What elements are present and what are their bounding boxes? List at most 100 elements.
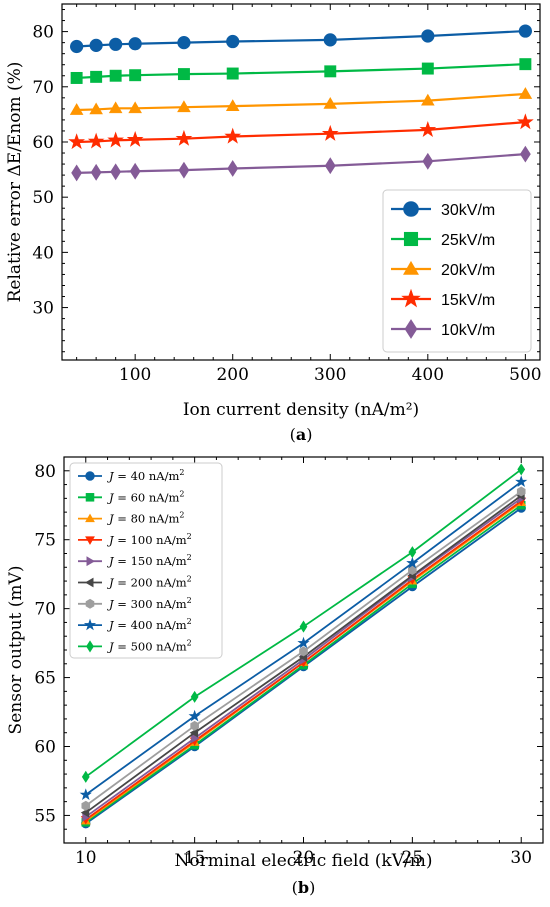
data-point: [225, 99, 240, 111]
legend-label: 30kV/m: [441, 202, 495, 219]
x-tick-label: 20: [293, 848, 315, 868]
legend-label: J = 200 nA/m2: [107, 575, 192, 590]
series-4: [68, 113, 534, 150]
data-point: [421, 29, 435, 43]
y-tick-label: 80: [32, 23, 54, 43]
series-line: [76, 121, 526, 144]
y-tick-label: 60: [32, 133, 54, 153]
data-point: [517, 463, 526, 476]
data-point: [71, 164, 83, 182]
legend-label: 20kV/m: [441, 262, 495, 279]
legend-label: J = 80 nA/m2: [107, 511, 184, 526]
data-point: [70, 71, 83, 84]
data-point: [519, 145, 531, 163]
data-point: [191, 733, 200, 744]
series-9: [81, 463, 526, 783]
legend-entry: J = 150 nA/m2: [78, 553, 192, 568]
data-point: [516, 486, 526, 497]
legend-marker: [85, 471, 95, 481]
x-tick-label: 300: [314, 365, 346, 385]
data-point: [128, 101, 142, 114]
x-tick-label: 100: [119, 365, 151, 385]
data-point: [129, 69, 142, 82]
legend-entry: J = 80 nA/m2: [78, 511, 184, 526]
data-point: [227, 160, 239, 177]
plot-frame: [61, 3, 541, 361]
legend-marker: [85, 513, 95, 523]
x-tick-label: 200: [216, 365, 248, 385]
legend-box: [382, 189, 532, 353]
data-point: [297, 636, 310, 649]
data-point: [299, 646, 308, 657]
panel-caption: (a): [290, 425, 313, 444]
legend-marker: [85, 598, 95, 609]
legend-entry: 15kV/m: [391, 288, 495, 309]
data-point: [515, 475, 528, 487]
y-tick-label: 55: [34, 806, 56, 826]
data-point: [299, 620, 308, 633]
data-point: [324, 157, 336, 175]
legend-entry: 25kV/m: [391, 231, 495, 249]
data-point: [109, 69, 122, 82]
legend-label: 15kV/m: [441, 292, 495, 309]
legend-entry: J = 200 nA/m2: [78, 575, 192, 590]
data-point: [79, 788, 92, 800]
data-point: [321, 124, 339, 141]
y-tick-label: 70: [34, 600, 56, 620]
data-point: [177, 68, 190, 81]
data-point: [109, 37, 123, 51]
y-tick-label: 40: [32, 243, 54, 263]
data-point: [90, 163, 102, 181]
data-point: [226, 67, 239, 80]
legend-label: J = 40 nA/m2: [107, 468, 184, 483]
x-tick-label: 10: [75, 848, 97, 868]
y-tick-label: 65: [34, 669, 56, 689]
legend-marker: [86, 556, 96, 567]
data-point: [87, 132, 105, 149]
x-tick-label: 500: [509, 365, 541, 385]
data-point: [81, 770, 90, 783]
legend-marker: [404, 319, 418, 339]
data-point: [107, 131, 125, 148]
data-point: [517, 113, 534, 130]
legend-marker: [84, 577, 94, 588]
series-8: [79, 475, 528, 800]
data-point: [419, 121, 437, 137]
data-point: [90, 70, 103, 83]
data-point: [108, 101, 123, 114]
data-point: [129, 162, 141, 180]
data-point: [323, 96, 338, 109]
legend-marker: [403, 201, 419, 217]
chart-b: 10 15 20 25 30 55 60 65 70 75 80 Norminal electric …: [6, 456, 544, 897]
data-point: [406, 556, 419, 569]
y-tick-label: 80: [34, 462, 56, 482]
y-tick-label: 50: [32, 188, 54, 208]
y-tick-label: 70: [32, 78, 54, 98]
data-point: [189, 727, 199, 738]
data-point: [177, 100, 191, 113]
legend-label: J = 150 nA/m2: [107, 553, 192, 568]
legend-label: J = 60 nA/m2: [107, 489, 184, 504]
legend-label: 10kV/m: [441, 322, 495, 339]
data-point: [518, 87, 533, 99]
data-point: [518, 24, 532, 38]
y-axis-label: Sensor output (mV): [6, 566, 26, 735]
x-tick-label: 25: [402, 848, 424, 868]
x-axis-label: Ion current density (nA/m²): [183, 400, 419, 420]
series-7: [81, 486, 526, 811]
legend-label: 25kV/m: [441, 232, 495, 249]
data-point: [226, 34, 240, 49]
data-point: [178, 161, 190, 179]
legend-entry: 30kV/m: [391, 201, 495, 219]
legend-label: J = 100 nA/m2: [107, 532, 192, 547]
series-1: [70, 24, 532, 54]
legend-entry: 20kV/m: [391, 260, 495, 279]
data-point: [188, 709, 201, 722]
data-point: [89, 38, 103, 52]
data-point: [177, 36, 191, 50]
x-tick-label: 30: [510, 848, 532, 868]
legend-entry: J = 100 nA/m2: [78, 532, 192, 547]
data-point: [175, 129, 193, 146]
data-point: [110, 163, 122, 181]
